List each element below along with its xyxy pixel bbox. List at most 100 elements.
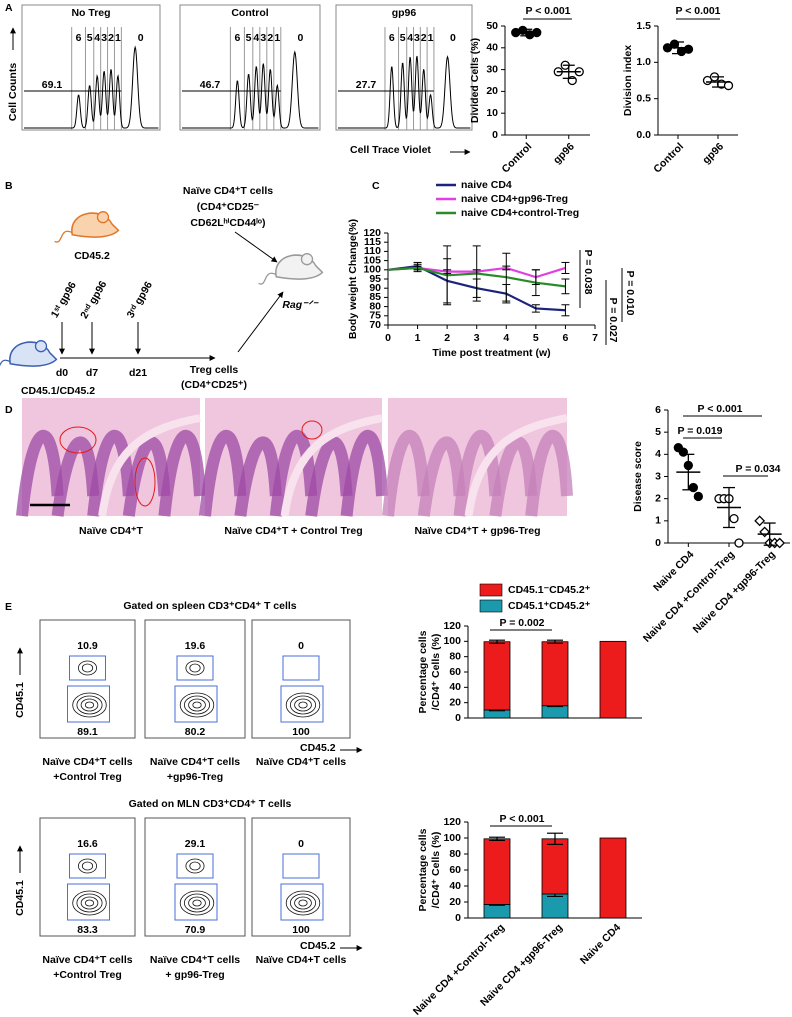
cell-label: Treg cells: [190, 364, 239, 376]
contour: [81, 861, 94, 871]
y-tick-label: 75: [369, 310, 381, 322]
y-tick-label: 0: [655, 537, 661, 549]
y-tick-label: 40: [449, 681, 461, 693]
gate-value: 10.9: [77, 640, 98, 652]
division-label: 4: [407, 32, 413, 44]
p-value: P = 0.010: [624, 270, 636, 315]
contour: [179, 890, 215, 916]
contour: [183, 695, 210, 715]
day-label: d21: [129, 367, 147, 379]
y-tick-label: 30: [486, 63, 498, 75]
axis-label: CD45.2: [300, 742, 336, 754]
mouse-label: CD45.2: [74, 250, 110, 262]
p-value: P = 0.027: [607, 297, 619, 342]
histogram-curve: [182, 50, 319, 129]
gate-value: 0: [298, 640, 304, 652]
axis-label: CD45.2: [300, 940, 336, 952]
data-point: [774, 537, 786, 549]
y-tick-label: 5: [655, 426, 661, 438]
gate-value: 100: [292, 924, 310, 936]
donor-mouse-tail: [54, 230, 73, 243]
y-tick-label: 90: [369, 282, 381, 294]
mucosa: [51, 436, 100, 517]
y-tick-label: 4: [655, 448, 661, 460]
p-value: P = 0.019: [677, 425, 722, 437]
contour: [84, 701, 95, 709]
axis-label: /CD4⁺ Cells (%): [430, 832, 442, 909]
host-mouse-ear: [34, 340, 48, 353]
gate-value: 27.7: [356, 79, 377, 91]
panel-label: A: [5, 2, 13, 14]
flow-frame: [144, 817, 246, 937]
gate-value: 0: [298, 838, 304, 850]
contour: [289, 695, 316, 715]
day-label: d7: [86, 367, 98, 379]
y-tick-label: 1: [655, 515, 661, 527]
plot-caption: Naïve CD4⁺T cells: [256, 756, 346, 768]
lesion-outline: [59, 426, 97, 454]
data-point: [723, 80, 734, 91]
mucosa: [269, 429, 318, 517]
panel-label: C: [372, 180, 380, 192]
flow-frame: [39, 619, 136, 739]
transfer-arrow: [234, 231, 278, 263]
plot-caption: + gp96-Treg: [165, 969, 224, 981]
panel-label: B: [5, 180, 13, 192]
y-tick-label: 0: [492, 129, 498, 141]
cell-label: Naïve CD4⁺T cells: [183, 185, 273, 197]
y-tick-label: 10: [486, 107, 498, 119]
contour: [298, 701, 308, 709]
axis-label: Cell Trace Violet: [350, 144, 431, 156]
p-value: P < 0.001: [697, 403, 742, 415]
flow-frame: [39, 817, 136, 937]
y-tick-label: 0.5: [636, 92, 651, 104]
y-tick-label: 0.0: [636, 129, 651, 141]
mucosa: [489, 436, 538, 517]
bar-segment: [483, 904, 511, 919]
cell-label: (CD4⁺CD25⁺): [181, 379, 247, 391]
gate-value: 100: [292, 726, 310, 738]
gate-value: 29.1: [185, 838, 206, 850]
y-tick-label: 80: [369, 300, 381, 312]
bar-segment: [541, 893, 569, 919]
y-tick-label: 50: [486, 20, 498, 32]
gate-value: 83.3: [77, 924, 98, 936]
division-label: 4: [94, 32, 100, 44]
contour: [80, 698, 99, 712]
bar-segment: [483, 838, 511, 905]
gate: [280, 883, 324, 921]
contour: [84, 899, 95, 907]
legend-swatch: [479, 599, 503, 613]
contour: [294, 896, 312, 910]
division-label: 3: [101, 32, 107, 44]
donor-mouse-ear: [96, 211, 110, 224]
plot-caption: Naïve CD4⁺T cells: [150, 756, 240, 768]
y-tick-label: 1.0: [636, 56, 651, 68]
cell-label: CD62LʰⁱCD44ˡᵒ): [190, 216, 265, 229]
x-tick-label: 6: [563, 332, 569, 344]
contour: [192, 701, 202, 709]
plot-caption: +gp96-Treg: [167, 771, 223, 783]
data-point: [754, 515, 766, 527]
submucosa: [280, 414, 383, 517]
legend-label: naive CD4: [461, 179, 512, 191]
mucosa: [453, 429, 502, 517]
plot-caption: Naïve CD4⁺T cells: [150, 954, 240, 966]
x-tick-label: 2: [444, 332, 450, 344]
division-label: 0: [138, 32, 144, 44]
plot-caption: +Control Treg: [53, 969, 122, 981]
contour: [78, 858, 98, 874]
axis-label: Percentage cells: [417, 828, 429, 911]
contour: [185, 858, 205, 874]
division-label: 3: [414, 32, 420, 44]
cell-label: (CD4⁺CD25⁻: [197, 201, 260, 213]
mucosa: [305, 436, 353, 517]
data-point: [734, 538, 744, 548]
p-value: P = 0.034: [735, 463, 780, 475]
y-tick-label: 0: [455, 912, 461, 924]
contour: [188, 896, 206, 910]
y-tick-label: 100: [443, 832, 461, 844]
contour: [80, 896, 99, 910]
y-tick-label: 105: [363, 254, 381, 266]
division-label: 2: [267, 32, 273, 44]
